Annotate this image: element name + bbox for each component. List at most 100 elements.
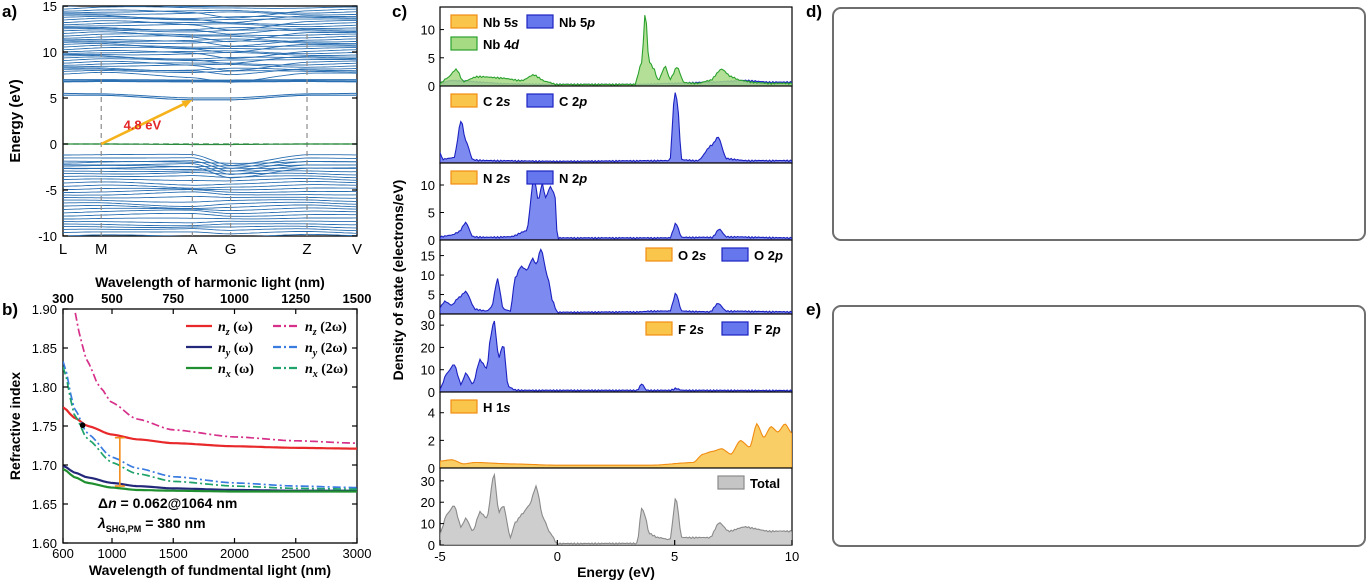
pdos-ytick-label: 10	[421, 23, 435, 38]
valence-band-16	[63, 187, 357, 191]
ri-series	[63, 312, 357, 493]
b-xlabel: Wavelength of fundmental light (nm)	[89, 562, 331, 578]
b-xtick-label: 1000	[98, 546, 127, 561]
pdos-legend-label: H 1s	[483, 400, 510, 415]
conduction-band-64	[63, 8, 357, 19]
pdos-series-group-5	[440, 422, 792, 468]
pdos-area-C-2p	[440, 92, 792, 163]
pdos-legend-label: N 2p	[559, 171, 587, 186]
pdos-area-H-1s	[440, 422, 792, 468]
ri-series-3	[63, 361, 357, 489]
pdos-frame-2	[439, 162, 793, 241]
pdos-xtick-label: 0	[554, 549, 561, 564]
pdos-ytick-label: 0	[428, 461, 435, 476]
valence-band-2	[63, 228, 357, 232]
valence-band-22	[63, 170, 357, 173]
b-xtick-label: 600	[52, 546, 74, 561]
annotation-lambda-pm: λSHG,PM = 380 nm	[97, 515, 206, 534]
valence-band-17	[63, 184, 357, 189]
b-ytick-label: 1.80	[32, 380, 57, 395]
conduction-band-40	[63, 55, 357, 64]
conduction-band-57	[63, 21, 357, 26]
pdos-ytick-label: 5	[428, 288, 435, 303]
pdos-legend-label: F 2s	[678, 322, 704, 337]
ri-series-1	[74, 312, 357, 445]
conduction-band-49	[63, 38, 357, 47]
conduction-band-55	[63, 26, 357, 35]
b-xtick-label: 2000	[220, 546, 249, 561]
conduction-band-56	[63, 23, 357, 28]
valence-band-9	[63, 207, 357, 212]
conduction-band-min	[63, 94, 357, 101]
conduction-band-53	[63, 29, 357, 33]
pdos-ytick-label: 20	[421, 340, 435, 355]
ri-series-4	[63, 467, 357, 493]
structure-panel-d	[832, 7, 1366, 241]
pdos-ytick-label: 0	[428, 385, 435, 400]
pdos-legend-swatch	[721, 321, 749, 336]
pdos-legend-label: F 2p	[754, 322, 781, 337]
pdos-legend-swatch	[526, 170, 554, 185]
conduction-band-54	[63, 27, 357, 31]
valence-band-15	[63, 189, 357, 193]
pdos-legend-swatch	[717, 475, 745, 490]
pdos-legend-swatch	[450, 93, 478, 108]
structure-panel-e	[832, 305, 1366, 547]
pdos-ytick-label: 2	[428, 433, 435, 448]
pdos-area-F-2p	[440, 320, 792, 392]
pdos-ytick-label: 0	[428, 538, 435, 553]
b-xtick-top-label: 1000	[220, 291, 249, 306]
legend-label-2: ny (ω)	[218, 341, 254, 359]
panel-label-a: a)	[2, 2, 18, 21]
valence-band-4	[63, 223, 357, 227]
valence-band-5	[63, 220, 357, 224]
conduction-band-31	[63, 71, 357, 83]
conduction-band-58	[63, 20, 357, 31]
pdos-legend-label: O 2p	[754, 248, 783, 263]
pdos-xtick-label: 10	[785, 549, 799, 564]
valence-band-29	[63, 163, 357, 175]
pdos-xlabel: Energy (eV)	[577, 564, 655, 580]
pdos-ylabel: Density of state (electrons/eV)	[390, 180, 406, 381]
valence-band-13	[63, 195, 357, 199]
conduction-band-63	[63, 9, 357, 14]
panel-label-c: c)	[392, 2, 408, 21]
b-xtick-top-label: 500	[101, 291, 123, 306]
valence-band-20	[63, 175, 357, 179]
pdos-area-Nb-4d	[440, 15, 792, 86]
pdos-area-N-2p	[440, 178, 792, 240]
kpoint-label-M: M	[95, 241, 108, 258]
b-ytick-label: 1.85	[32, 341, 57, 356]
legend-label-5: nx (2ω)	[305, 362, 348, 380]
annotation-delta-n: Δn = 0.062@1064 nm	[98, 495, 237, 511]
pdos-frame-0	[439, 6, 793, 87]
conduction-band-50	[63, 35, 357, 39]
conduction-band-35	[63, 63, 357, 68]
kpoint-label-G: G	[225, 241, 237, 258]
pdos-legend-swatch	[526, 14, 554, 29]
kpoint-label-V: V	[352, 241, 362, 258]
pdos-legend-swatch	[450, 36, 478, 51]
valence-band-11	[63, 201, 357, 207]
pdos-ytick-label: 20	[421, 495, 435, 510]
valence-band-27	[63, 157, 357, 169]
conduction-band-43	[63, 49, 357, 59]
panel-label-b: b)	[2, 300, 19, 319]
pdos-legend-label: Nb 5s	[483, 15, 518, 30]
b-ytick-label: 1.70	[32, 458, 57, 473]
conduction-band-37	[63, 60, 357, 72]
valence-band-30	[63, 166, 357, 179]
valence-band-12	[63, 199, 357, 203]
pdos-series-group-6	[440, 472, 792, 545]
pdos-legend-swatch	[450, 399, 478, 414]
pdos-ytick-label: 30	[421, 474, 435, 489]
ri-series-5	[63, 366, 357, 491]
a-ytick-label: 0	[50, 137, 57, 152]
pdos-ytick-label: 15	[421, 249, 435, 264]
pdos-ytick-label: 10	[421, 363, 435, 378]
a-ytick-label: -10	[38, 229, 57, 244]
conduction-band-52	[63, 31, 357, 43]
kpoint-label-Z: Z	[302, 241, 311, 258]
legend-label-1: nz (2ω)	[305, 320, 347, 338]
